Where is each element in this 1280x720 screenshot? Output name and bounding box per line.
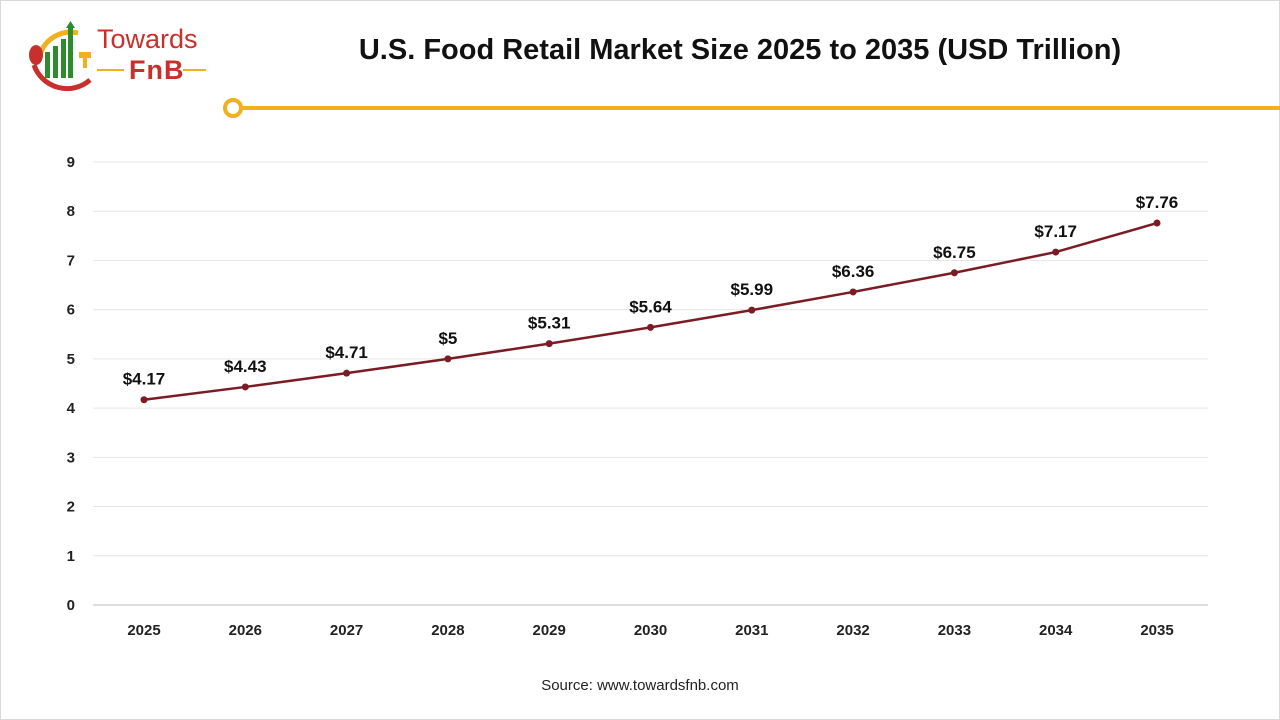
x-tick-label: 2027 — [330, 622, 363, 639]
logo-text-fnb: FnB — [129, 55, 185, 85]
data-label: $6.75 — [933, 243, 976, 262]
x-tick-label: 2034 — [1039, 622, 1073, 639]
y-tick-label: 4 — [67, 400, 76, 417]
source-note: Source: www.towardsfnb.com — [541, 677, 739, 694]
data-label: $7.76 — [1136, 193, 1179, 212]
data-label: $5.99 — [731, 280, 774, 299]
data-point — [545, 340, 553, 348]
data-label: $5 — [438, 329, 457, 348]
x-tick-label: 2035 — [1140, 622, 1173, 639]
y-tick-label: 3 — [67, 449, 75, 466]
x-tick-label: 2030 — [634, 622, 667, 639]
x-tick-label: 2025 — [127, 622, 160, 639]
data-point — [647, 323, 654, 331]
logo-text: Towards — [97, 24, 198, 54]
y-tick-label: 8 — [67, 203, 75, 220]
data-point — [343, 369, 351, 377]
y-tick-label: 1 — [67, 548, 75, 565]
data-point — [1052, 248, 1060, 256]
data-point — [950, 269, 958, 277]
x-tick-label: 2033 — [938, 622, 971, 639]
data-label: $5.31 — [528, 314, 571, 333]
data-point — [140, 396, 148, 404]
y-tick-label: 0 — [67, 597, 75, 614]
data-point — [748, 306, 756, 314]
data-point — [241, 383, 249, 391]
y-tick-label: 7 — [67, 252, 75, 269]
x-tick-label: 2031 — [735, 622, 768, 639]
data-point — [1153, 219, 1161, 227]
data-label: $4.43 — [224, 357, 267, 376]
data-label: $5.64 — [629, 297, 672, 316]
x-tick-label: 2026 — [229, 622, 262, 639]
data-label: $7.17 — [1034, 222, 1077, 241]
data-label: $4.17 — [123, 370, 166, 389]
x-tick-label: 2028 — [431, 622, 464, 639]
x-tick-label: 2029 — [533, 622, 566, 639]
data-label: $4.71 — [325, 343, 368, 362]
y-tick-label: 6 — [67, 302, 75, 319]
y-tick-label: 5 — [67, 351, 75, 368]
x-tick-label: 2032 — [836, 622, 869, 639]
y-tick-label: 2 — [67, 499, 75, 516]
data-point — [444, 355, 452, 363]
data-point — [849, 288, 857, 296]
data-label: $6.36 — [832, 262, 875, 281]
chart-title: U.S. Food Retail Market Size 2025 to 203… — [358, 34, 1122, 66]
y-tick-label: 9 — [67, 154, 75, 171]
